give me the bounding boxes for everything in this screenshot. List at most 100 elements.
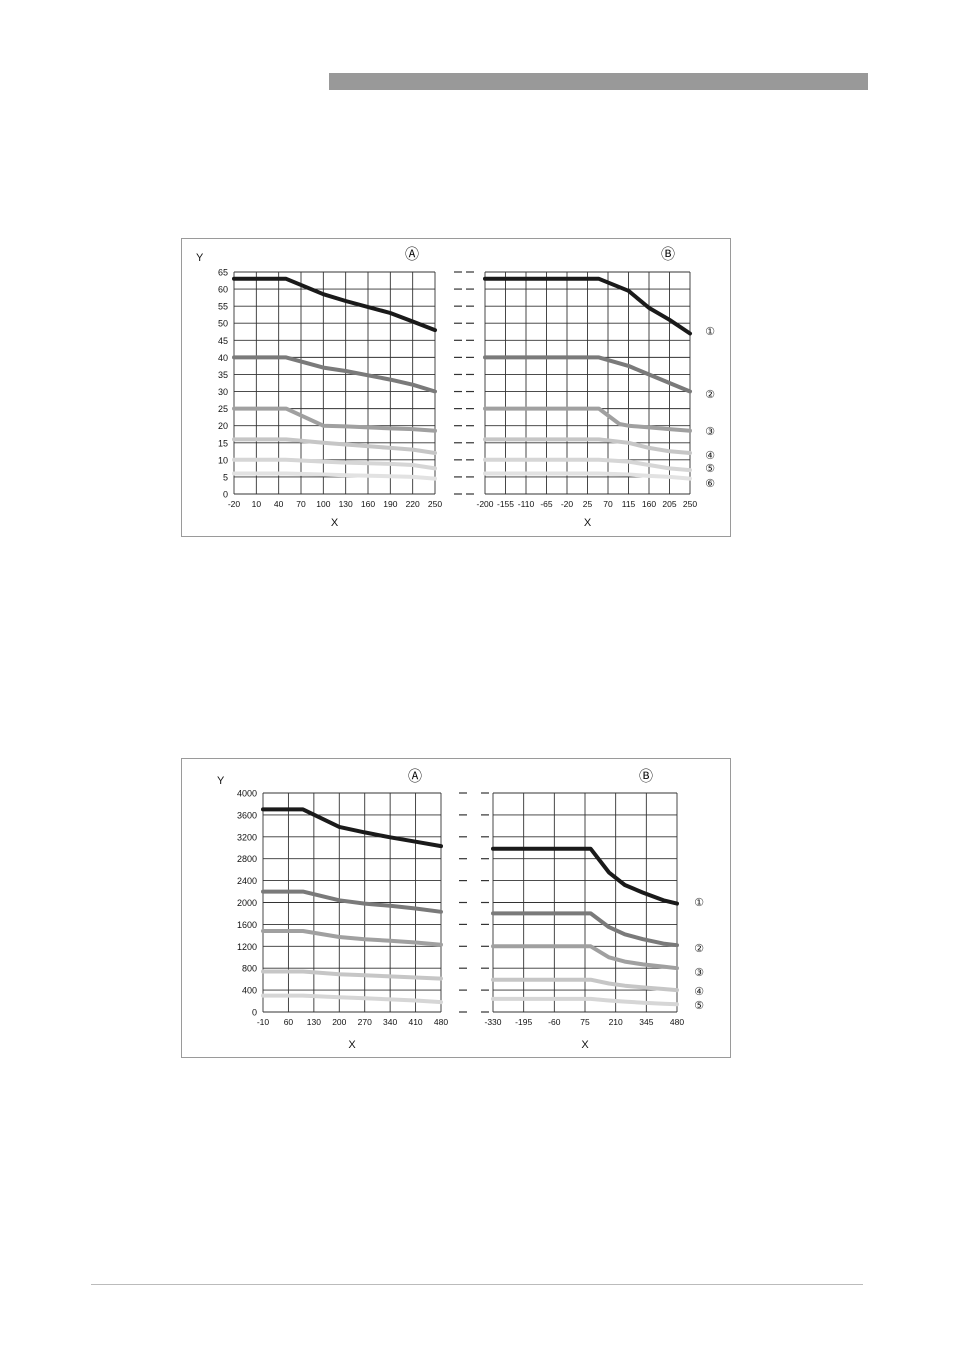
chart-1-x-tick-label: 160 [361,499,375,509]
chart-1-x-tick-label: -65 [540,499,553,509]
chart-1-x-tick-label: 205 [662,499,676,509]
chart-2-x-tick-label: 480 [670,1017,684,1027]
chart-1-series-line-6 [232,471,437,481]
chart-1-x-tick-label: 250 [683,499,697,509]
chart-2-curve-marker: ④ [694,986,704,998]
chart-1-y-tick-label: 50 [218,319,228,329]
chart-1-x-tick-label: -200 [476,499,493,509]
chart-2-x-tick-label: -10 [257,1017,270,1027]
chart-2-panel-label: Ⓑ [639,768,653,784]
chart-2-series-line-3 [261,929,443,947]
chart-1-panel-label: Ⓑ [661,246,675,262]
chart-2-y-tick-label: 3600 [237,810,257,820]
chart-2-y-tick-label: 2000 [237,898,257,908]
chart-1-curve-marker: ② [705,389,715,401]
chart-1-y-tick-label: 30 [218,387,228,397]
footer-rule [91,1284,863,1285]
chart-2-x-tick-label: -195 [515,1017,532,1027]
chart-1-x-axis-label: X [331,517,339,529]
chart-1-panel-a: -20 10 40 70 100 130 160 190 220 250 Ⓐ X [228,246,443,529]
chart-1-y-tick-label: 65 [218,268,228,278]
chart-1-curve-marker: ① [705,326,715,338]
chart-1-y-tick-label: 5 [223,472,228,482]
chart-1-x-tick-label: 160 [642,499,656,509]
chart-1-series-line-5 [483,457,692,473]
chart-2-y-tick-label: 0 [252,1008,257,1018]
chart-1-y-tick-label: 40 [218,353,228,363]
chart-1-x-axis-label: X [584,517,592,529]
chart-2-curve-marker: ② [694,943,704,955]
chart-1-y-tick-label: 35 [218,370,228,380]
chart-2-y-tick-label: 400 [242,986,257,996]
chart-1-series-line-2 [483,355,692,394]
chart-1-curve-marker: ④ [705,450,715,462]
chart-2-svg: Y 0 400 800 1200 1600 2000 2400 2800 3200 3600 4000… [217,768,704,1051]
chart-1-x-tick-label: -20 [561,499,574,509]
chart-1-series-line-1 [483,276,692,336]
chart-1-series-line-2 [232,355,437,394]
header-bar [329,73,868,90]
chart-1-y-tick-label: 0 [223,490,228,500]
chart-1-y-tick-label: 55 [218,302,228,312]
chart-1-x-tick-label: -110 [518,499,535,509]
chart-2-series-line-4 [261,969,443,981]
chart-1-y-tick-label: 25 [218,404,228,414]
chart-2-y-axis-label: Y [217,775,225,787]
chart-1-x-tick-label: 40 [274,499,284,509]
chart-1-y-tick-label: 15 [218,438,228,448]
chart-1-series-line-4 [483,437,692,455]
chart-2-series-line-5 [261,993,443,1005]
chart-1-x-tick-label: -20 [228,499,241,509]
chart-2-series-line-1 [261,807,443,849]
chart-1-y-tick-label: 45 [218,336,228,346]
chart-1-y-tick-label: 10 [218,455,228,465]
chart-2-x-tick-label: 340 [383,1017,397,1027]
chart-1-series-line-6 [483,471,692,481]
chart-1-x-tick-label: -155 [497,499,514,509]
chart-1-x-tick-label: 10 [252,499,262,509]
chart-1-y-tick-label: 20 [218,421,228,431]
chart-2-x-tick-label: 75 [580,1017,590,1027]
chart-2-panel-a: -10 60 130 200 270 340 410 480 Ⓐ X [257,768,449,1051]
chart-2-series-line-2 [261,889,443,914]
chart-2-series-line-1 [491,846,679,906]
chart-1-x-tick-label: 115 [622,499,636,509]
chart-1-series-line-4 [232,437,437,455]
chart-1-x-tick-label: 220 [406,499,420,509]
chart-1-series-line-3 [483,406,692,433]
chart-2-x-tick-label: 130 [307,1017,321,1027]
chart-1-panel-b: -200 -155 -110 -65 -20 25 70 115 160 205 250 Ⓑ X [476,246,697,529]
chart-1-y-tick-label: 60 [218,285,228,295]
chart-2-y-tick-label: 4000 [237,789,257,799]
chart-2-y-tick-label: 1200 [237,942,257,952]
chart-1-series-line-3 [232,406,437,433]
chart-1-series-line-1 [232,276,437,333]
chart-2-y-tick-label: 1600 [237,920,257,930]
chart-2-curve-marker: ③ [694,967,704,979]
chart-2-x-tick-label: 410 [408,1017,422,1027]
chart-2-series-line-5 [491,996,679,1007]
chart-1-x-tick-label: 25 [583,499,593,509]
chart-1-x-tick-label: 70 [603,499,613,509]
chart-2-panel-label: Ⓐ [408,768,422,784]
chart-2-curve-marker: ⑤ [694,1000,704,1012]
chart-2-x-axis-label: X [348,1039,356,1051]
chart-2-x-tick-label: -330 [484,1017,501,1027]
chart-1-x-tick-label: 100 [316,499,330,509]
chart-2-x-tick-label: 200 [332,1017,346,1027]
chart-1-x-tick-label: 250 [428,499,442,509]
chart-2-y-tick-label: 800 [242,964,257,974]
chart-figure-2: Y 0 400 800 1200 1600 2000 2400 2800 3200 3600 4000… [181,758,731,1058]
chart-2-x-tick-label: -60 [548,1017,561,1027]
chart-2-series-line-4 [491,977,679,993]
chart-1-curve-marker: ③ [705,426,715,438]
chart-2-curve-marker: ① [694,897,704,909]
chart-1-x-tick-label: 190 [383,499,397,509]
chart-2-x-tick-label: 60 [284,1017,294,1027]
chart-2-series-line-2 [491,911,679,948]
chart-1-curve-marker: ⑥ [705,478,715,490]
chart-1-x-tick-label: 70 [296,499,306,509]
chart-2-y-tick-label: 2400 [237,876,257,886]
chart-2-x-tick-label: 345 [639,1017,653,1027]
chart-1-x-tick-label: 130 [339,499,353,509]
